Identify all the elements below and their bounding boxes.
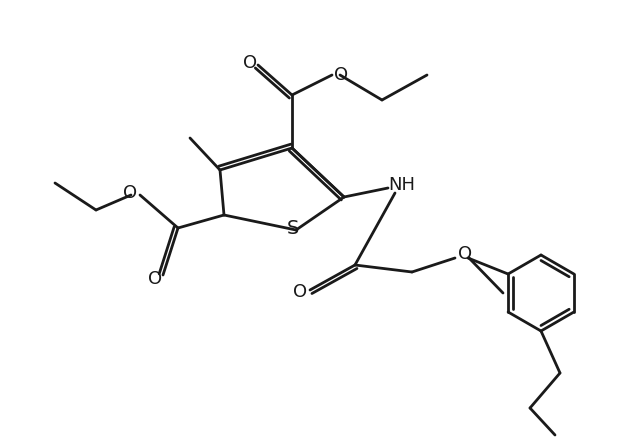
Text: O: O [458, 245, 472, 263]
Text: S: S [287, 220, 299, 239]
Text: O: O [293, 283, 307, 301]
Text: O: O [148, 270, 162, 288]
Text: O: O [243, 54, 257, 72]
Text: O: O [123, 184, 137, 202]
Text: O: O [334, 66, 348, 84]
Text: NH: NH [388, 176, 415, 194]
